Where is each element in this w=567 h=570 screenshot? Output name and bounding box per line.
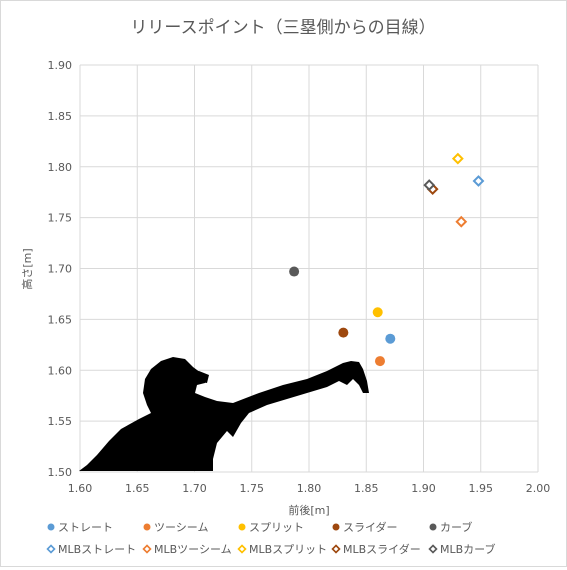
data-point: [374, 356, 385, 367]
data-point: [338, 327, 349, 338]
x-axis-label: 前後[m]: [288, 503, 329, 517]
legend-marker: [142, 544, 152, 554]
gridlines: [79, 64, 539, 473]
data-point: [372, 307, 383, 318]
x-tick-label: 1.90: [411, 482, 436, 495]
y-tick-label: 1.90: [48, 59, 73, 72]
x-tick-label: 1.75: [240, 482, 265, 495]
x-tick-label: 1.80: [297, 482, 322, 495]
x-tick-label: 2.00: [526, 482, 551, 495]
legend-label: MLBスライダー: [343, 542, 421, 556]
legend-label: ツーシーム: [154, 521, 208, 534]
legend-marker: [331, 544, 341, 554]
y-tick-label: 1.80: [48, 161, 73, 174]
y-tick-label: 1.85: [48, 110, 73, 123]
y-tick-label: 1.60: [48, 364, 73, 377]
y-tick-label: 1.70: [48, 263, 73, 276]
legend-marker: [429, 523, 437, 531]
data-point: [451, 152, 464, 165]
legend-marker: [238, 523, 246, 531]
y-tick-label: 1.65: [48, 313, 73, 326]
legend-label: スプリット: [249, 521, 304, 534]
data-point: [289, 266, 300, 277]
data-point: [423, 179, 436, 191]
x-tick-label: 1.85: [354, 482, 379, 495]
legend-marker: [428, 544, 438, 554]
legend-marker: [237, 544, 247, 554]
legend-label: MLBストレート: [58, 543, 136, 556]
chart-title: リリースポイント（三塁側からの目線）: [130, 18, 435, 38]
legend-marker: [47, 523, 55, 531]
legend-marker: [332, 523, 340, 531]
legend-label: スライダー: [343, 520, 398, 534]
pitcher-silhouette: [79, 357, 369, 471]
x-tick-label: 1.65: [125, 482, 150, 495]
data-points: [289, 152, 485, 367]
y-axis-label: 高さ[m]: [20, 248, 34, 289]
legend-label: カーブ: [440, 520, 472, 534]
x-tick-label: 1.95: [469, 482, 494, 495]
x-tick-label: 1.60: [68, 482, 93, 495]
legend: ストレート ツーシーム スプリット スライダー カーブ MLBストレート MLBツーシーム M…: [46, 520, 496, 556]
y-tick-label: 1.50: [48, 466, 73, 479]
legend-label: MLBツーシーム: [154, 543, 232, 556]
legend-label: MLBカーブ: [440, 542, 496, 556]
axis-tick-labels: 1.60 1.65 1.70 1.75 1.80 1.85 1.90 1.95 2.00 1.50…: [48, 59, 551, 495]
y-tick-label: 1.75: [48, 212, 73, 225]
data-point: [455, 215, 468, 228]
legend-marker: [143, 523, 151, 531]
y-tick-label: 1.55: [48, 415, 73, 428]
data-point: [472, 175, 485, 187]
legend-label: ストレート: [58, 521, 113, 534]
legend-marker: [46, 544, 56, 554]
x-tick-label: 1.70: [182, 482, 207, 495]
data-point: [385, 333, 396, 344]
legend-label: MLBスプリット: [249, 543, 327, 556]
pitcher-cap-brim: [187, 371, 209, 383]
